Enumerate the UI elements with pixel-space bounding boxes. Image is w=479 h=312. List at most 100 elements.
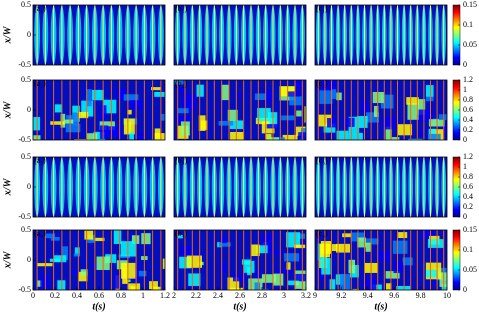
heatmap-patch [227, 277, 240, 290]
heatmap-patch [416, 99, 426, 115]
heatmap-patch [64, 119, 74, 124]
y-tick-label: -0.5 [18, 285, 31, 294]
heatmap-patch [385, 126, 392, 140]
heatmap [315, 80, 447, 140]
heatmap-patch [69, 270, 79, 274]
y-tick-label: -0.5 [18, 60, 31, 69]
y-axis-label: x/W [2, 26, 13, 45]
heatmap-patch [99, 125, 109, 139]
heatmap-patch [439, 272, 447, 287]
heatmap-patch [127, 109, 132, 115]
heatmap-patch [257, 108, 271, 122]
y-tick-label: 0 [27, 105, 31, 114]
colorbar-tick-label: 0.1 [463, 245, 473, 254]
heatmap-patch [407, 103, 419, 120]
heatmap-patch [44, 233, 55, 239]
heatmap-patch [393, 262, 404, 274]
colorbar-tick-label: 1.2 [463, 75, 473, 84]
heatmap-patch [116, 88, 126, 100]
heatmap-patch [265, 133, 272, 140]
x-tick-label: 9.4 [363, 291, 373, 300]
x-tick-label: 2.4 [213, 291, 223, 300]
x-tick-label: 0.2 [50, 291, 60, 300]
heatmap-patch [126, 277, 131, 283]
x-tick-label: 9.2 [336, 291, 346, 300]
heatmap-patch [93, 131, 106, 140]
heatmap-patch [287, 91, 300, 97]
heatmap-patch [146, 139, 163, 140]
heatmap-patch [230, 131, 244, 140]
heatmap-patch [237, 139, 243, 140]
colorbar [452, 4, 461, 66]
x-tick-label: 2.2 [191, 291, 201, 300]
colorbar-tick-label: 1 [463, 85, 467, 94]
heatmap-patch [80, 269, 88, 276]
heatmap-patch [50, 121, 65, 125]
heatmap-patch [382, 116, 396, 130]
heatmap-patch [81, 100, 94, 117]
heatmap-patch [357, 237, 366, 248]
y-tick-label: 0 [27, 255, 31, 264]
heatmap-patch [86, 133, 98, 140]
heatmap-patch [365, 112, 379, 123]
heatmap-patch [72, 112, 79, 126]
heatmap-patch [232, 274, 245, 282]
heatmap-patch [392, 240, 408, 254]
heatmap-patch [60, 113, 66, 128]
colorbar-tick-label: 0 [463, 212, 467, 221]
heatmap-patch [321, 257, 331, 275]
panel-label: (c₁) [316, 4, 328, 13]
colorbar-tick-label: 0.2 [463, 125, 473, 134]
heatmap-patch [62, 246, 68, 260]
heatmap-patch [50, 237, 60, 241]
heatmap-patch [336, 130, 349, 140]
panel-label: (a₃) [34, 156, 46, 165]
y-tick-label: 0.5 [21, 75, 31, 84]
heatmap-patch [86, 89, 92, 107]
heatmap [174, 230, 306, 290]
panel-frame [173, 79, 307, 141]
heatmap-patch [441, 284, 447, 290]
heatmap-patch [356, 116, 368, 128]
y-axis-label: x/W [2, 101, 13, 120]
heatmap [33, 80, 165, 140]
heatmap-patch [398, 232, 408, 239]
heatmap-patch [402, 257, 413, 266]
y-axis-label: x/W [2, 251, 13, 270]
heatmap-patch [331, 89, 337, 99]
y-axis-label: x/W [2, 178, 13, 197]
heatmap [315, 157, 447, 217]
heatmap-patch [295, 126, 306, 136]
heatmap-patch [160, 113, 165, 121]
heatmap-patch [123, 94, 139, 101]
heatmap-patch [129, 132, 134, 140]
heatmap-patch [438, 114, 447, 121]
colorbar-tick-label: 0.4 [463, 115, 473, 124]
x-axis-label: t(s) [374, 301, 387, 312]
heatmap-patch [74, 139, 91, 140]
colorbar-tick-label: 0 [463, 285, 467, 294]
heatmap-patch [54, 104, 63, 113]
colorbar-tick-label: 0.05 [463, 265, 477, 274]
y-tick-label: 0.5 [21, 152, 31, 161]
heatmap-patch [373, 105, 379, 117]
heatmap-patch [243, 260, 255, 273]
heatmap [315, 230, 447, 290]
heatmap-patch [90, 237, 105, 242]
heatmap-patch [420, 129, 425, 136]
heatmap-patch [250, 244, 260, 257]
heatmap-background [315, 157, 447, 217]
heatmap-patch [427, 239, 444, 248]
heatmap-patch [113, 230, 122, 244]
heatmap-patch [425, 96, 434, 102]
heatmap-patch [91, 89, 104, 101]
heatmap-patch [273, 273, 284, 286]
colorbar-tick-label: 0.6 [463, 182, 473, 191]
heatmap-patch [123, 118, 135, 135]
x-axis-label: t(s) [92, 301, 105, 312]
heatmap-patch [221, 84, 230, 101]
heatmap-patch [287, 280, 299, 286]
heatmap-patch [154, 133, 165, 140]
heatmap-patch [348, 132, 363, 140]
